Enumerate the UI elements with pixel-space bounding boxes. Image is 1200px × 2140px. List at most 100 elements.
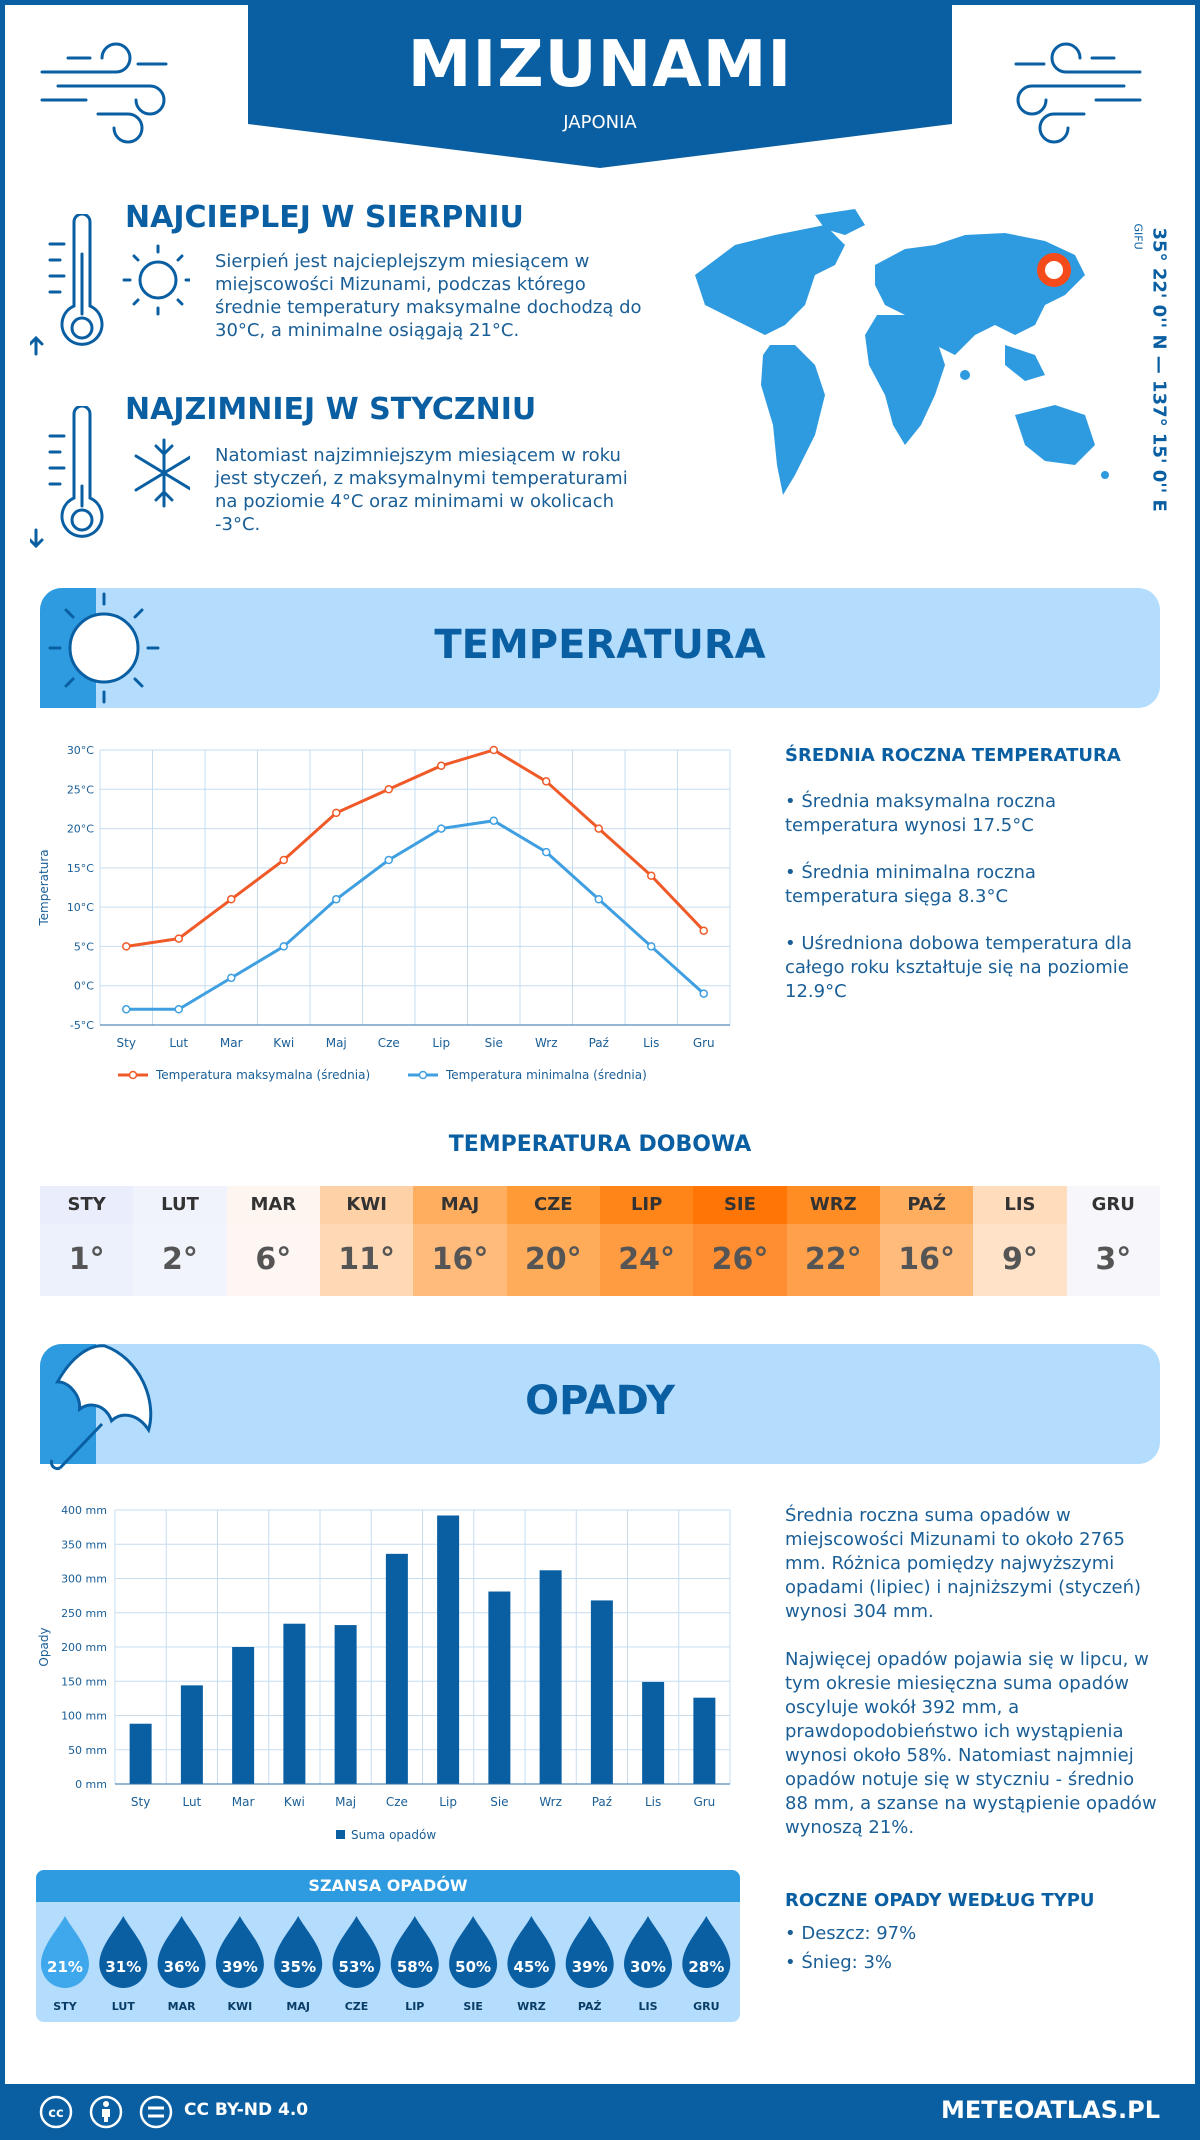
x-tick-label: Paź <box>589 1036 609 1050</box>
x-tick-label: Kwi <box>284 1795 305 1809</box>
daily-temperature-table: STY 1° LUT 2° MAR 6° KWI 11° MAJ 16° CZE 20° LIP 24° S… <box>40 1186 1160 1296</box>
drop-chance-value: 28% <box>688 1958 724 1976</box>
drop-month-label: PAŹ <box>578 2000 602 2013</box>
daily-temperature-value: 9° <box>1002 1242 1038 1277</box>
daily-temperature-value: 20° <box>524 1242 582 1277</box>
daily-value-shade <box>599 1224 694 1296</box>
site-name[interactable]: METEOATLAS.PL <box>940 2096 1160 2124</box>
temperature-chart: -5°C 0°C 5°C 10°C 15°C 20°C 25°C 30°C Sty Lut Mar K… <box>37 744 731 1082</box>
raindrop-icon <box>274 1916 323 1988</box>
daily-temperature-value: 6° <box>255 1242 292 1277</box>
temp-side-item-3: • Uśredniona dobowa temperatura dla całe… <box>785 933 1133 1002</box>
precip-chance-drops: 21% STY 31% LUT 36% MAR 39% KWI 35% MAJ 53% CZE 58% L… <box>41 1916 731 2013</box>
precip-banner: OPADY <box>40 1344 1160 1471</box>
x-tick-label: Sie <box>485 1036 503 1050</box>
y-tick-label: 100 mm <box>61 1710 107 1723</box>
drop-chance-value: 50% <box>455 1958 491 1976</box>
y-tick-label: 5°C <box>74 940 94 953</box>
drop-chance-value: 31% <box>105 1958 141 1976</box>
x-tick-label: Cze <box>386 1795 408 1809</box>
location-marker <box>1037 253 1071 287</box>
drop-kwi: 39% KWI <box>215 1916 264 2013</box>
header: MIZUNAMI JAPONIA <box>248 0 952 168</box>
x-tick-label: Sty <box>131 1795 150 1809</box>
daily-value-shade <box>693 1224 787 1296</box>
daily-temperature-value: 16° <box>431 1242 489 1277</box>
data-point <box>332 808 341 818</box>
precip-bar <box>693 1697 716 1784</box>
temperature-banner: TEMPERATURA <box>40 588 1160 708</box>
data-point <box>699 989 708 998</box>
raindrop-icon <box>215 1916 264 1988</box>
drop-month-label: SIE <box>463 2000 483 2013</box>
y-tick-label: 10°C <box>67 901 94 914</box>
precip-side-paragraph-2: Najwięcej opadów pojawia się w lipcu, w … <box>785 1649 1157 1838</box>
precip-bar <box>180 1685 203 1784</box>
temp-side-item-2: • Średnia minimalna roczna temperatura s… <box>785 862 1036 907</box>
daily-temperature-value: 1° <box>68 1242 105 1277</box>
drop-chance-value: 45% <box>513 1958 549 1976</box>
coldest-title: NAJZIMNIEJ W STYCZNIU <box>125 392 537 427</box>
drop-chance-value: 39% <box>572 1958 608 1976</box>
daily-value-shade <box>413 1224 507 1296</box>
data-point <box>174 1005 183 1014</box>
precip-type-snow: • Śnieg: 3% <box>785 1952 893 1973</box>
data-point <box>437 824 446 833</box>
precip-bar <box>385 1553 408 1784</box>
daily-month-label: MAR <box>250 1194 297 1215</box>
precip-bar <box>283 1623 306 1784</box>
warmest-title: NAJCIEPLEJ W SIERPNIU <box>125 200 524 235</box>
drop-paź: 39% PAŹ <box>565 1916 614 2013</box>
legend-marker <box>128 1070 138 1080</box>
data-point <box>279 942 288 951</box>
daily-cell-gru: GRU 3° <box>1066 1186 1160 1296</box>
raindrop-icon <box>390 1916 439 1988</box>
wind-icon-right <box>1014 42 1142 144</box>
daily-temperature-value: 16° <box>898 1242 955 1277</box>
daily-value-shade <box>786 1224 880 1296</box>
umbrella-icon <box>40 1344 153 1471</box>
drop-month-label: CZE <box>345 2000 369 2013</box>
daily-value-shade <box>133 1224 227 1296</box>
x-tick-label: Gru <box>693 1795 715 1809</box>
data-point <box>489 816 498 825</box>
daily-cell-kwi: KWI 11° <box>319 1186 414 1296</box>
drop-chance-value: 39% <box>222 1958 258 1976</box>
data-point <box>489 745 498 755</box>
temperature-side-title: ŚREDNIA ROCZNA TEMPERATURA <box>785 745 1121 766</box>
y-tick-label: 400 mm <box>61 1504 107 1517</box>
x-tick-label: Lip <box>439 1795 457 1809</box>
daily-month-label: STY <box>67 1194 106 1215</box>
drop-chance-value: 53% <box>339 1958 375 1976</box>
daily-value-shade <box>40 1224 134 1296</box>
series-line-min <box>126 819 705 1011</box>
raindrop-icon <box>41 1916 89 1988</box>
data-point <box>332 895 341 904</box>
data-point <box>384 785 393 794</box>
daily-temperature-value: 11° <box>338 1242 396 1277</box>
precip-bar <box>232 1647 255 1784</box>
daily-cell-sie: SIE 26° <box>693 1186 787 1296</box>
daily-cell-sty: STY 1° <box>40 1186 134 1296</box>
x-tick-label: Sty <box>117 1036 136 1050</box>
drop-gru: 28% GRU <box>682 1916 731 2013</box>
legend-swatch <box>336 1830 345 1839</box>
data-point <box>594 824 603 833</box>
drop-maj: 35% MAJ <box>274 1916 323 2013</box>
y-tick-label: 0°C <box>74 980 94 993</box>
raindrop-icon <box>565 1916 614 1988</box>
precip-bar <box>488 1591 511 1784</box>
svg-text:cc: cc <box>48 2106 63 2121</box>
drop-month-label: LIS <box>638 2000 657 2013</box>
y-axis-label: Temperatura <box>37 849 51 926</box>
warmest-text: Sierpień jest najcieplejszym miesiącem w… <box>215 251 642 341</box>
x-tick-label: Lip <box>432 1036 450 1050</box>
daily-value-shade <box>319 1224 414 1296</box>
series-line-max <box>126 748 705 948</box>
drop-cze: 53% CZE <box>332 1916 381 2013</box>
data-point <box>594 895 603 904</box>
y-tick-label: 350 mm <box>61 1538 107 1551</box>
x-tick-label: Wrz <box>535 1036 558 1050</box>
daily-month-label: GRU <box>1091 1194 1135 1215</box>
y-tick-label: -5°C <box>70 1019 94 1032</box>
